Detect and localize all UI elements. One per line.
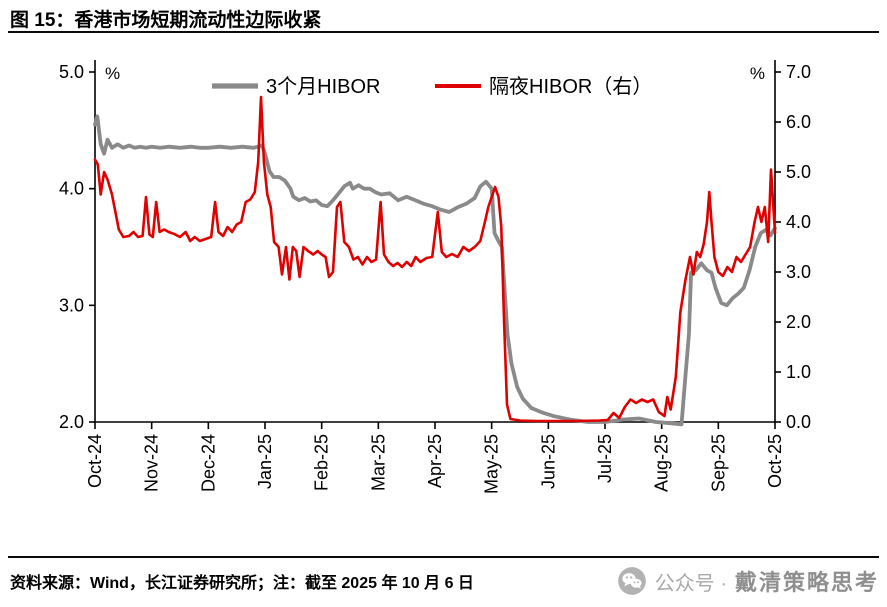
- x-axis-label: Jan-25: [255, 434, 275, 489]
- wechat-icon: [617, 566, 647, 596]
- series-line-overnight-hibor: [93, 95, 777, 423]
- wechat-watermark: 公众号 · 戴清策略思考: [617, 565, 879, 597]
- x-axis-label: Apr-25: [425, 434, 445, 488]
- series-line-3m-hibor: [93, 114, 777, 427]
- x-axis-label: May-25: [482, 434, 502, 494]
- x-axis-label: Jun-25: [538, 434, 558, 489]
- left-axis-tick-label: 4.0: [59, 179, 84, 199]
- x-axis-label: Oct-24: [85, 434, 105, 488]
- left-axis-tick-label: 3.0: [59, 295, 84, 315]
- title-divider: [8, 31, 879, 33]
- right-axis-tick-label: 0.0: [786, 412, 811, 432]
- watermark-account-label: 公众号 ·: [654, 572, 727, 595]
- right-axis-tick-label: 1.0: [786, 362, 811, 382]
- footer-divider: [8, 556, 879, 558]
- right-axis-tick-label: 7.0: [786, 62, 811, 82]
- x-axis-label: Feb-25: [312, 434, 332, 491]
- right-axis-tick-label: 2.0: [786, 312, 811, 332]
- left-axis-unit: %: [105, 64, 120, 83]
- left-axis-tick-label: 5.0: [59, 62, 84, 82]
- x-axis-label: Mar-25: [368, 434, 388, 491]
- source-note: 资料来源：Wind，长江证券研究所；注：截至 2025 年 10 月 6 日: [10, 575, 474, 592]
- right-axis-unit: %: [750, 64, 765, 83]
- figure-title: 香港市场短期流动性边际收紧: [74, 10, 322, 31]
- x-axis-label: Dec-24: [198, 434, 218, 492]
- right-axis-tick-label: 5.0: [786, 162, 811, 182]
- legend-label-3m-hibor: 3个月HIBOR: [266, 75, 380, 98]
- legend-label-overnight-hibor: 隔夜HIBOR（右）: [489, 75, 652, 98]
- figure-header: 图 15：香港市场短期流动性边际收紧: [10, 5, 321, 32]
- right-axis-tick-label: 3.0: [786, 262, 811, 282]
- figure-footer: 资料来源：Wind，长江证券研究所；注：截至 2025 年 10 月 6 日 公…: [10, 558, 879, 604]
- figure-number: 图 15：: [10, 10, 75, 31]
- right-axis-tick-label: 4.0: [786, 212, 811, 232]
- x-axis-label: Aug-25: [652, 434, 672, 492]
- x-axis-label: Nov-24: [142, 434, 162, 492]
- x-axis-label: Jul-25: [595, 434, 615, 483]
- x-axis-label: Oct-25: [765, 434, 785, 488]
- x-axis-label: Sep-25: [708, 434, 728, 492]
- hibor-line-chart: 5.0 4.0 3.0 2.0 7.0 6.0 5.0 4.0 3.0 2.0 1.0 0.0% % Oc…: [59, 60, 811, 494]
- left-axis-tick-label: 2.0: [59, 412, 84, 432]
- watermark-account-name: 戴清策略思考: [734, 570, 879, 595]
- right-axis-tick-label: 6.0: [786, 112, 811, 132]
